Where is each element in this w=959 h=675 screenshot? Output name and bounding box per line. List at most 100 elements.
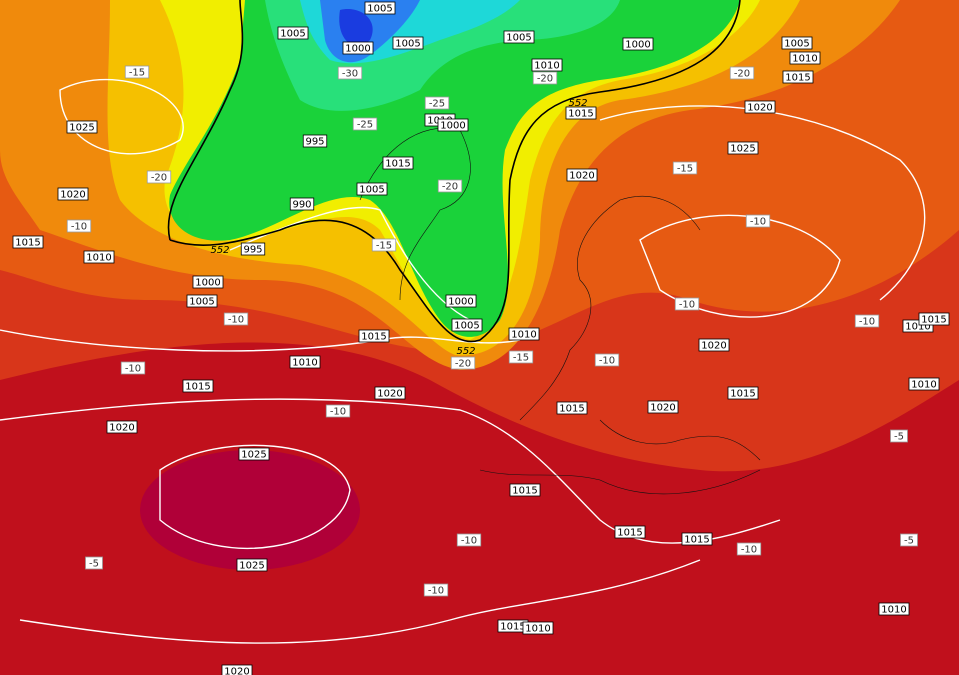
isobar-label: 1015 [15,238,40,249]
isobar-label-background [918,312,950,326]
temperature-label-box: -20 [450,356,476,370]
coastlines [359,127,761,495]
isobar-label-box: 1025 [236,558,268,572]
temperature-label-background [532,71,558,85]
isobar-label: 1010 [511,330,536,341]
isobar-label-box: 1015 [556,401,588,415]
isobar-label: 1015 [684,535,709,546]
isobar-label-background [647,400,679,414]
isobar-label-background [382,156,414,170]
isobar-label-box: 1010 [522,621,554,635]
isobar-label-box: 1010 [83,250,115,264]
isobar-label-background [186,294,218,308]
isobar-label: 990 [292,200,311,211]
isobar-label-box: 1000 [445,294,477,308]
isobar-label-box: 1005 [356,182,388,196]
isobar-label-box: 1005 [451,318,483,332]
isobar-label-background [565,106,597,120]
isobar-label: 1010 [534,61,559,72]
isobar-label-background [437,118,469,132]
isobar-label-box: 1010 [531,58,563,72]
temperature-label-box: -10 [736,542,762,556]
isobar-label: 1015 [568,109,593,120]
temperature-label-background [424,96,450,110]
isobar-label: 1025 [241,450,266,461]
temperature-label: -20 [151,173,167,184]
isobar-label-background [727,141,759,155]
isobar-label-background [614,525,646,539]
temperature-label: -10 [228,315,244,326]
isobar-label: 1020 [109,423,134,434]
isobar-label: 1025 [730,144,755,155]
temperature-label-box: -15 [124,65,150,79]
isobar-label-background [503,30,535,44]
temperature-label: -25 [429,99,445,110]
temperature-label-background [66,219,92,233]
temperature-label: -10 [461,536,477,547]
isobar-label-background [556,401,588,415]
isobar-label: 1005 [784,39,809,50]
temperature-label-background [745,214,771,228]
temperature-label-box: -20 [146,170,172,184]
isobar-label-box: 1005 [277,26,309,40]
temperature-label-box: -10 [594,353,620,367]
isobar-label: 1015 [361,332,386,343]
isobar-label-box: 1015 [358,329,390,343]
isobar-label: 1010 [881,605,906,616]
isobar-label: 1005 [506,33,531,44]
isobar-label-box: 1020 [647,400,679,414]
temperature-label: -15 [513,353,529,364]
isobar-label: 1020 [60,190,85,201]
isobar-label-box: 995 [302,134,328,148]
isobar-label-box: 1010 [289,355,321,369]
temperature-label-box: -15 [508,350,534,364]
thickness-contour [167,0,741,343]
temperature-label: -5 [89,559,99,570]
isobar-label: 1000 [448,297,473,308]
temperature-label-background [371,238,397,252]
isobar-label-box: 1015 [497,619,529,633]
temperature-label: -10 [679,300,695,311]
temperature-label-box: -10 [325,404,351,418]
temperature-label: -20 [455,359,471,370]
isobar-label-box: 1015 [918,312,950,326]
isobar-label-box: 1005 [186,294,218,308]
isobar-label-background [356,182,388,196]
isobar-label-background [236,558,268,572]
isobar-label-background [374,386,406,400]
isobar-label-background [66,120,98,134]
isobar-label-background [782,70,814,84]
isobar-label: 1005 [280,29,305,40]
temperature-label-box: -5 [890,429,908,443]
isobar-label-box: 1015 [614,525,646,539]
temperature-label: -10 [125,364,141,375]
temperature-label-box: -10 [745,214,771,228]
isobar-label: 1020 [650,403,675,414]
isobar-label-box: 1020 [221,664,253,675]
temperature-label-background [120,361,146,375]
isobar-label: 1010 [292,358,317,369]
isobar-label-background [789,51,821,65]
temperature-label-background [890,429,908,443]
temperature-label-box: -10 [674,297,700,311]
temperature-label: -10 [428,586,444,597]
isobar-label: 1015 [785,73,810,84]
isobar-label-background [342,41,374,55]
temperature-label-box: -10 [423,583,449,597]
temperature-label: -20 [734,69,750,80]
temperature-label-background [594,353,620,367]
temperature-label-background [672,161,698,175]
isobar-label: 1015 [385,159,410,170]
isobar-label: 1015 [500,622,525,633]
isobar-label-box: 1020 [698,338,730,352]
thickness-label: 552 [568,98,587,109]
isobar-label: 1015 [921,315,946,326]
temperature-label-background [223,312,249,326]
temperature-label: -25 [357,120,373,131]
temperature-label: -15 [376,241,392,252]
temperature-label: -20 [537,74,553,85]
temperature-label-background [85,556,103,570]
